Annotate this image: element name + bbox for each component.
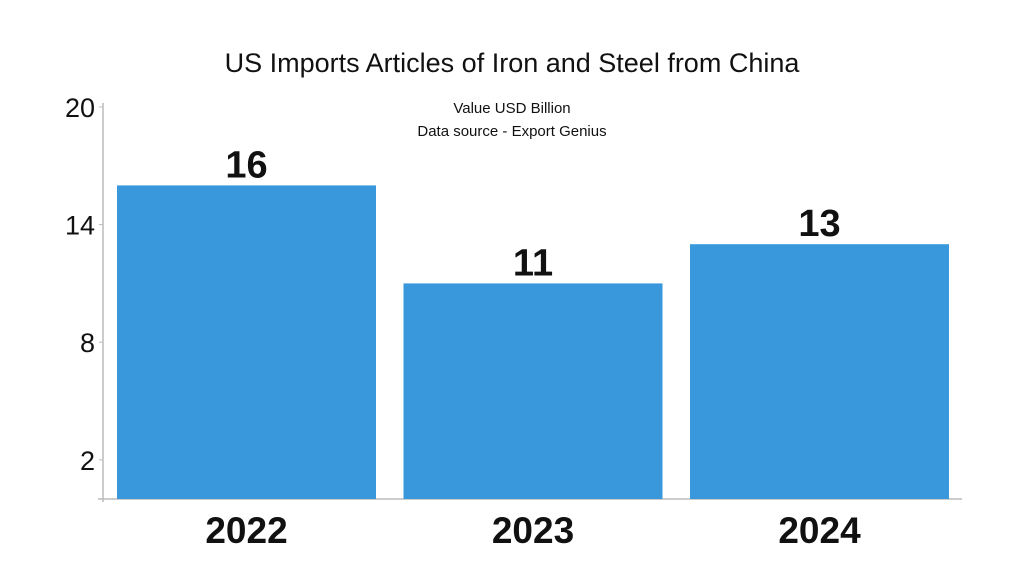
data-label: 13 — [798, 203, 840, 245]
y-tick-label: 8 — [80, 328, 95, 358]
bar-2022 — [117, 185, 376, 499]
x-tick-label: 2024 — [778, 510, 861, 551]
chart-subtitle-value: Value USD Billion — [453, 100, 570, 117]
bar-2024 — [690, 244, 949, 499]
data-label: 16 — [225, 144, 267, 186]
data-label: 11 — [513, 242, 553, 284]
chart-title: US Imports Articles of Iron and Steel fr… — [225, 48, 801, 78]
y-tick-label: 2 — [80, 446, 95, 476]
bar-2023 — [403, 283, 663, 499]
chart-subtitle-source: Data source - Export Genius — [417, 123, 606, 140]
y-tick-label: 14 — [65, 211, 95, 241]
x-tick-label: 2023 — [492, 510, 574, 551]
y-tick-label: 20 — [65, 93, 95, 123]
x-tick-label: 2022 — [205, 510, 287, 551]
